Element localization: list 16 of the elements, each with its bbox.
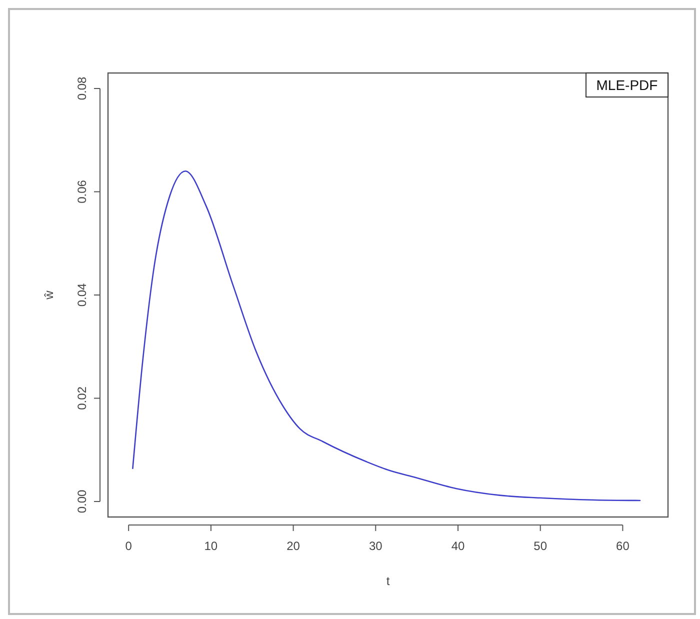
x-axis-title: t [386, 574, 390, 588]
y-tick-label: 0.02 [75, 386, 89, 410]
x-tick-label: 20 [286, 539, 300, 553]
x-tick-label: 60 [616, 539, 630, 553]
y-tick-label: 0.06 [75, 180, 89, 204]
line-series [132, 170, 641, 502]
y-tick-label: 0.08 [75, 76, 89, 100]
x-tick-label: 30 [368, 539, 383, 553]
x-tick-label: 10 [204, 539, 218, 553]
text: MLE-PDF [596, 77, 658, 93]
x-tick-label: 50 [534, 539, 548, 553]
x-tick-label: 0 [125, 539, 132, 553]
y-tick-label: 0.04 [75, 283, 89, 307]
x-tick-label: 40 [451, 539, 465, 553]
y-tick-label: 0.00 [75, 490, 89, 514]
y-axis-title: ŵ [42, 290, 56, 300]
